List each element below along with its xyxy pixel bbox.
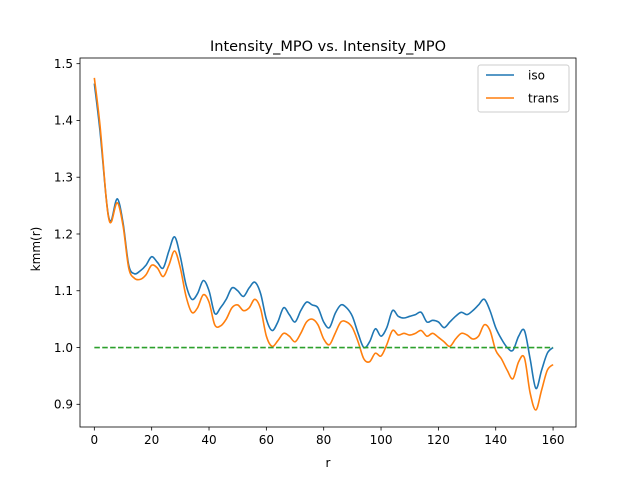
axes-layer: 0 20 40 60 80 100 120 140 160 0.9 1.0 1.1 1.2 1.3 1.4 1… <box>54 57 577 447</box>
chart-title: Intensity_MPO vs. Intensity_MPO <box>210 39 446 55</box>
x-tick-label: 40 <box>201 433 216 447</box>
y-tick-label: 1.1 <box>54 284 73 298</box>
x-tick-label: 60 <box>259 433 274 447</box>
series-layer <box>93 77 554 411</box>
plot-background <box>80 58 576 427</box>
legend-label-trans: trans <box>528 91 559 105</box>
x-tick-label: 0 <box>91 433 99 447</box>
x-tick-label: 140 <box>484 433 507 447</box>
series-line-iso <box>93 83 554 390</box>
legend-box <box>477 64 570 113</box>
y-tick-label: 0.9 <box>54 398 73 412</box>
y-axis-title: kmm(r) <box>29 227 43 272</box>
y-tick-label: 1.4 <box>54 114 73 128</box>
y-tick-label: 1.3 <box>54 171 73 185</box>
series-line-trans <box>93 77 554 411</box>
y-tick-label: 1.5 <box>54 57 73 71</box>
x-axis-title: r <box>326 456 331 470</box>
plot-frame <box>79 57 577 428</box>
legend: iso trans <box>477 64 570 113</box>
x-tick-label: 100 <box>370 433 393 447</box>
x-tick-label: 20 <box>144 433 159 447</box>
legend-label-iso: iso <box>528 68 545 82</box>
x-tick-label: 120 <box>427 433 450 447</box>
plot-area <box>80 58 576 427</box>
y-tick-label: 1.0 <box>54 341 73 355</box>
y-tick-label: 1.2 <box>54 227 73 241</box>
x-tick-label: 160 <box>542 433 565 447</box>
x-tick-label: 80 <box>316 433 331 447</box>
